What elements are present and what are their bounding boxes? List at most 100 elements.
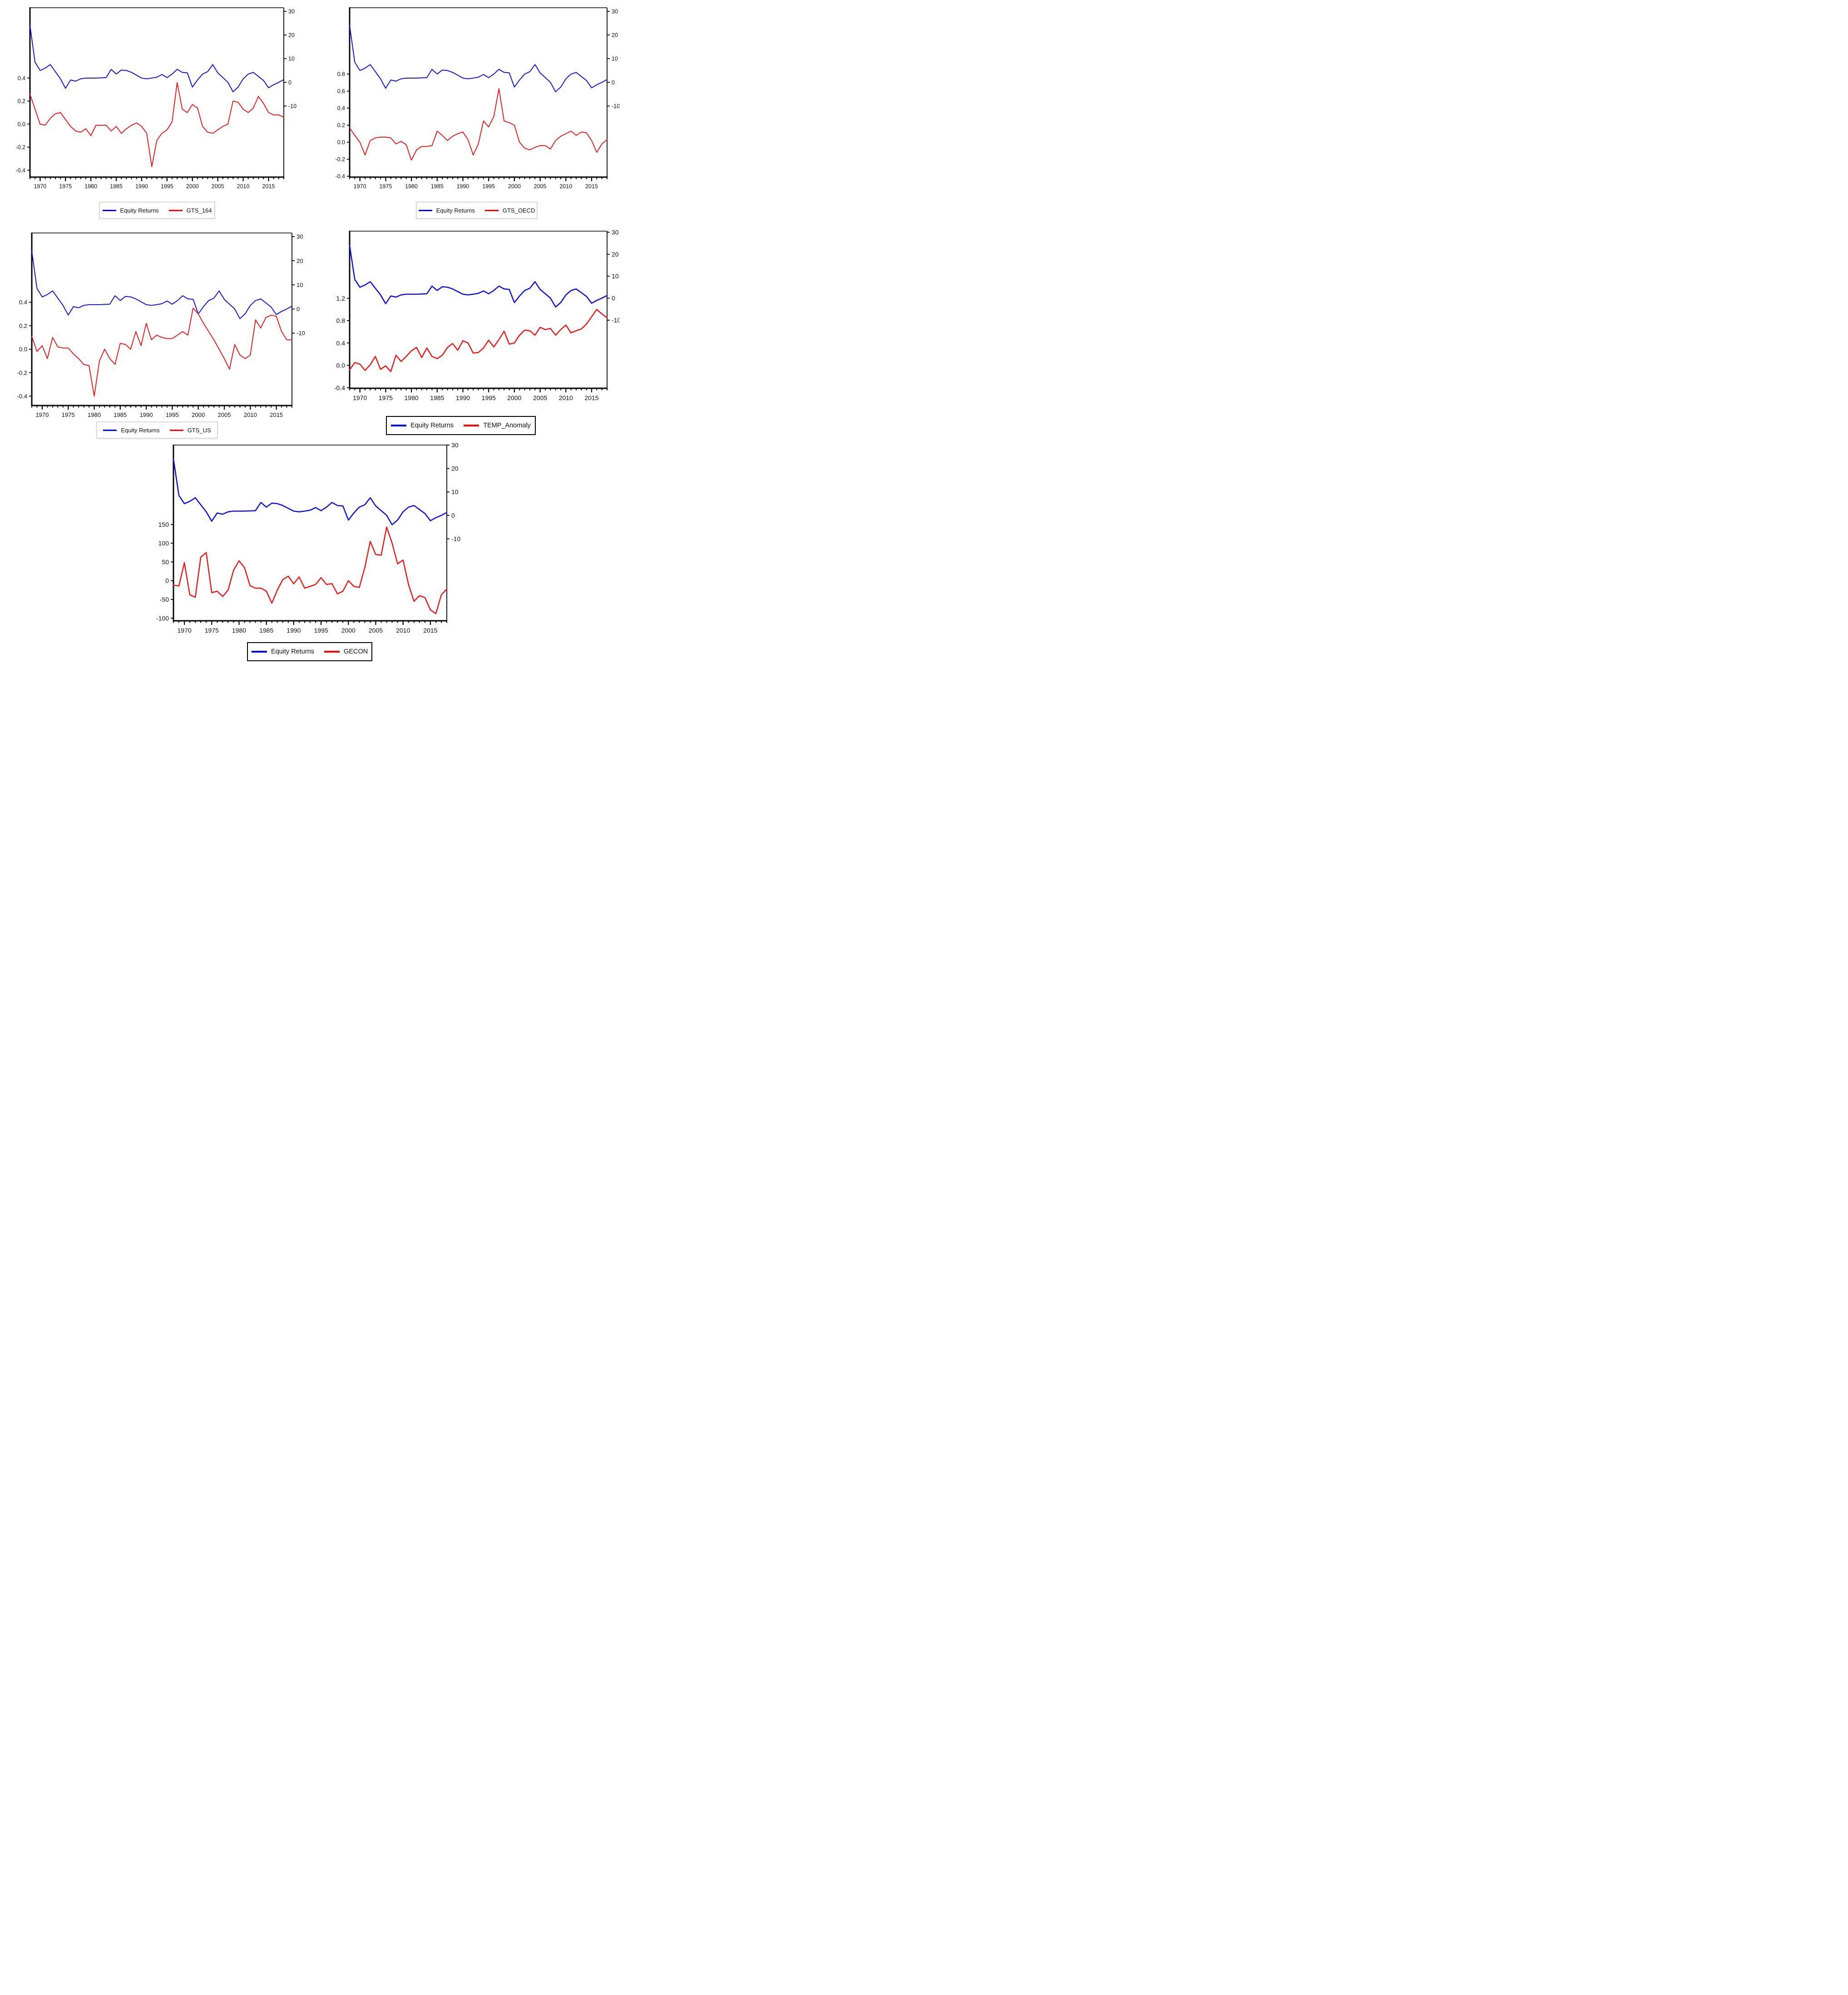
blue-line-icon bbox=[418, 209, 432, 211]
svg-text:-10: -10 bbox=[612, 317, 619, 324]
legend-label-equity: Equity Returns bbox=[121, 426, 160, 434]
svg-text:1970: 1970 bbox=[354, 183, 366, 190]
svg-text:100: 100 bbox=[158, 540, 169, 547]
svg-text:0.2: 0.2 bbox=[19, 322, 27, 329]
page-root: { "page": {"background": "#ffffff", "tex… bbox=[0, 0, 619, 665]
red-line-icon bbox=[484, 209, 499, 211]
svg-text:1990: 1990 bbox=[135, 183, 148, 190]
legend-label-gtsus: GTS_US bbox=[187, 426, 211, 434]
svg-text:2015: 2015 bbox=[585, 183, 598, 190]
svg-text:2000: 2000 bbox=[192, 411, 205, 418]
legend-item-equity: Equity Returns bbox=[418, 207, 475, 214]
svg-text:-0.2: -0.2 bbox=[17, 369, 27, 376]
svg-text:0: 0 bbox=[165, 577, 169, 584]
svg-text:150: 150 bbox=[158, 521, 169, 528]
svg-text:1980: 1980 bbox=[405, 394, 419, 401]
blue-line-icon bbox=[391, 425, 407, 426]
svg-text:20: 20 bbox=[612, 251, 619, 258]
svg-text:0.0: 0.0 bbox=[18, 121, 25, 128]
svg-text:1990: 1990 bbox=[140, 411, 153, 418]
svg-text:1990: 1990 bbox=[456, 394, 470, 401]
svg-text:0: 0 bbox=[612, 295, 615, 302]
svg-text:-0.4: -0.4 bbox=[335, 173, 345, 180]
svg-text:-10: -10 bbox=[451, 535, 460, 542]
red-line-icon bbox=[168, 209, 183, 211]
svg-text:0.0: 0.0 bbox=[337, 139, 345, 146]
svg-text:-0.4: -0.4 bbox=[17, 393, 27, 400]
svg-text:1970: 1970 bbox=[34, 183, 46, 190]
svg-text:0.4: 0.4 bbox=[337, 105, 345, 112]
svg-text:1980: 1980 bbox=[232, 627, 246, 634]
chart-equity-vs-gtsoecd: 0.8 0.6 0.4 0.2 0.0 -0.2 -0.4 30 20 10 0 -10 1970 197… bbox=[320, 1, 619, 194]
svg-text:0.0: 0.0 bbox=[336, 362, 346, 369]
svg-text:30: 30 bbox=[288, 8, 295, 15]
svg-text:2010: 2010 bbox=[237, 183, 250, 190]
svg-text:2005: 2005 bbox=[534, 183, 547, 190]
chart-equity-vs-gts164: 0.4 0.2 0.0 -0.2 -0.4 30 20 10 0 -10 1970 1975 1980 1… bbox=[0, 1, 302, 194]
svg-text:-10: -10 bbox=[296, 330, 305, 337]
blue-line-icon bbox=[251, 651, 267, 653]
svg-text:30: 30 bbox=[296, 233, 303, 240]
svg-text:2000: 2000 bbox=[186, 183, 199, 190]
chart-equity-vs-temp-anomaly: 1.2 0.8 0.4 0.0 -0.4 30 20 10 0 -10 1970 1975 1980 19… bbox=[320, 227, 619, 409]
svg-text:30: 30 bbox=[612, 8, 618, 15]
legend-gtsoecd: Equity Returns GTS_OECD bbox=[416, 202, 538, 219]
svg-text:10: 10 bbox=[612, 56, 618, 62]
svg-text:2005: 2005 bbox=[533, 394, 547, 401]
legend-label-equity: Equity Returns bbox=[410, 422, 454, 429]
svg-text:1975: 1975 bbox=[379, 183, 392, 190]
svg-text:1970: 1970 bbox=[35, 411, 49, 418]
svg-text:30: 30 bbox=[451, 443, 459, 449]
svg-text:0.0: 0.0 bbox=[19, 346, 27, 353]
svg-text:1970: 1970 bbox=[353, 394, 367, 401]
chart-equity-vs-gecon: 150 100 50 0 -50 -100 30 20 10 0 -10 1970 1975 1980 19… bbox=[148, 443, 474, 640]
chart-equity-vs-gtsus: 0.4 0.2 0.0 -0.2 -0.4 30 20 10 0 -10 1970 1975 1980 1… bbox=[0, 227, 318, 422]
svg-text:1995: 1995 bbox=[166, 411, 179, 418]
blue-line-icon bbox=[103, 429, 117, 431]
svg-text:-0.2: -0.2 bbox=[15, 144, 25, 151]
svg-text:0: 0 bbox=[612, 79, 615, 86]
svg-text:-100: -100 bbox=[156, 614, 169, 622]
svg-text:2010: 2010 bbox=[244, 411, 257, 418]
svg-text:0.6: 0.6 bbox=[337, 88, 345, 94]
svg-text:0: 0 bbox=[296, 306, 300, 312]
svg-text:2015: 2015 bbox=[262, 183, 275, 190]
svg-text:1.2: 1.2 bbox=[336, 295, 346, 302]
svg-text:2010: 2010 bbox=[559, 183, 572, 190]
blue-line-icon bbox=[102, 209, 116, 211]
svg-text:20: 20 bbox=[288, 32, 295, 38]
svg-text:0.8: 0.8 bbox=[337, 71, 345, 78]
legend-item-gecon: GECON bbox=[324, 648, 368, 655]
svg-text:-0.2: -0.2 bbox=[335, 156, 345, 163]
svg-text:2000: 2000 bbox=[508, 183, 521, 190]
svg-text:10: 10 bbox=[451, 488, 459, 495]
legend-item-equity: Equity Returns bbox=[251, 648, 314, 655]
svg-text:1975: 1975 bbox=[379, 394, 393, 401]
legend-label-gts164: GTS_164 bbox=[186, 207, 212, 214]
legend-gts164: Equity Returns GTS_164 bbox=[99, 202, 215, 219]
legend-label-gecon: GECON bbox=[343, 648, 368, 655]
svg-text:2005: 2005 bbox=[369, 627, 383, 634]
svg-text:30: 30 bbox=[612, 228, 619, 236]
svg-text:2000: 2000 bbox=[507, 394, 521, 401]
legend-item-gts164: GTS_164 bbox=[168, 207, 212, 214]
svg-text:1975: 1975 bbox=[205, 627, 219, 634]
legend-item-gtsus: GTS_US bbox=[169, 426, 211, 434]
svg-text:1995: 1995 bbox=[314, 627, 328, 634]
svg-text:1995: 1995 bbox=[161, 183, 173, 190]
svg-text:2000: 2000 bbox=[341, 627, 356, 634]
svg-text:1985: 1985 bbox=[114, 411, 127, 418]
svg-text:1975: 1975 bbox=[62, 411, 75, 418]
svg-text:0.4: 0.4 bbox=[18, 75, 25, 81]
svg-text:2010: 2010 bbox=[396, 627, 410, 634]
svg-text:1995: 1995 bbox=[482, 394, 496, 401]
red-line-icon bbox=[464, 425, 479, 426]
svg-text:1985: 1985 bbox=[430, 394, 444, 401]
svg-text:0: 0 bbox=[451, 512, 455, 519]
legend-label-temp-anomaly: TEMP_Anomaly bbox=[483, 422, 531, 429]
